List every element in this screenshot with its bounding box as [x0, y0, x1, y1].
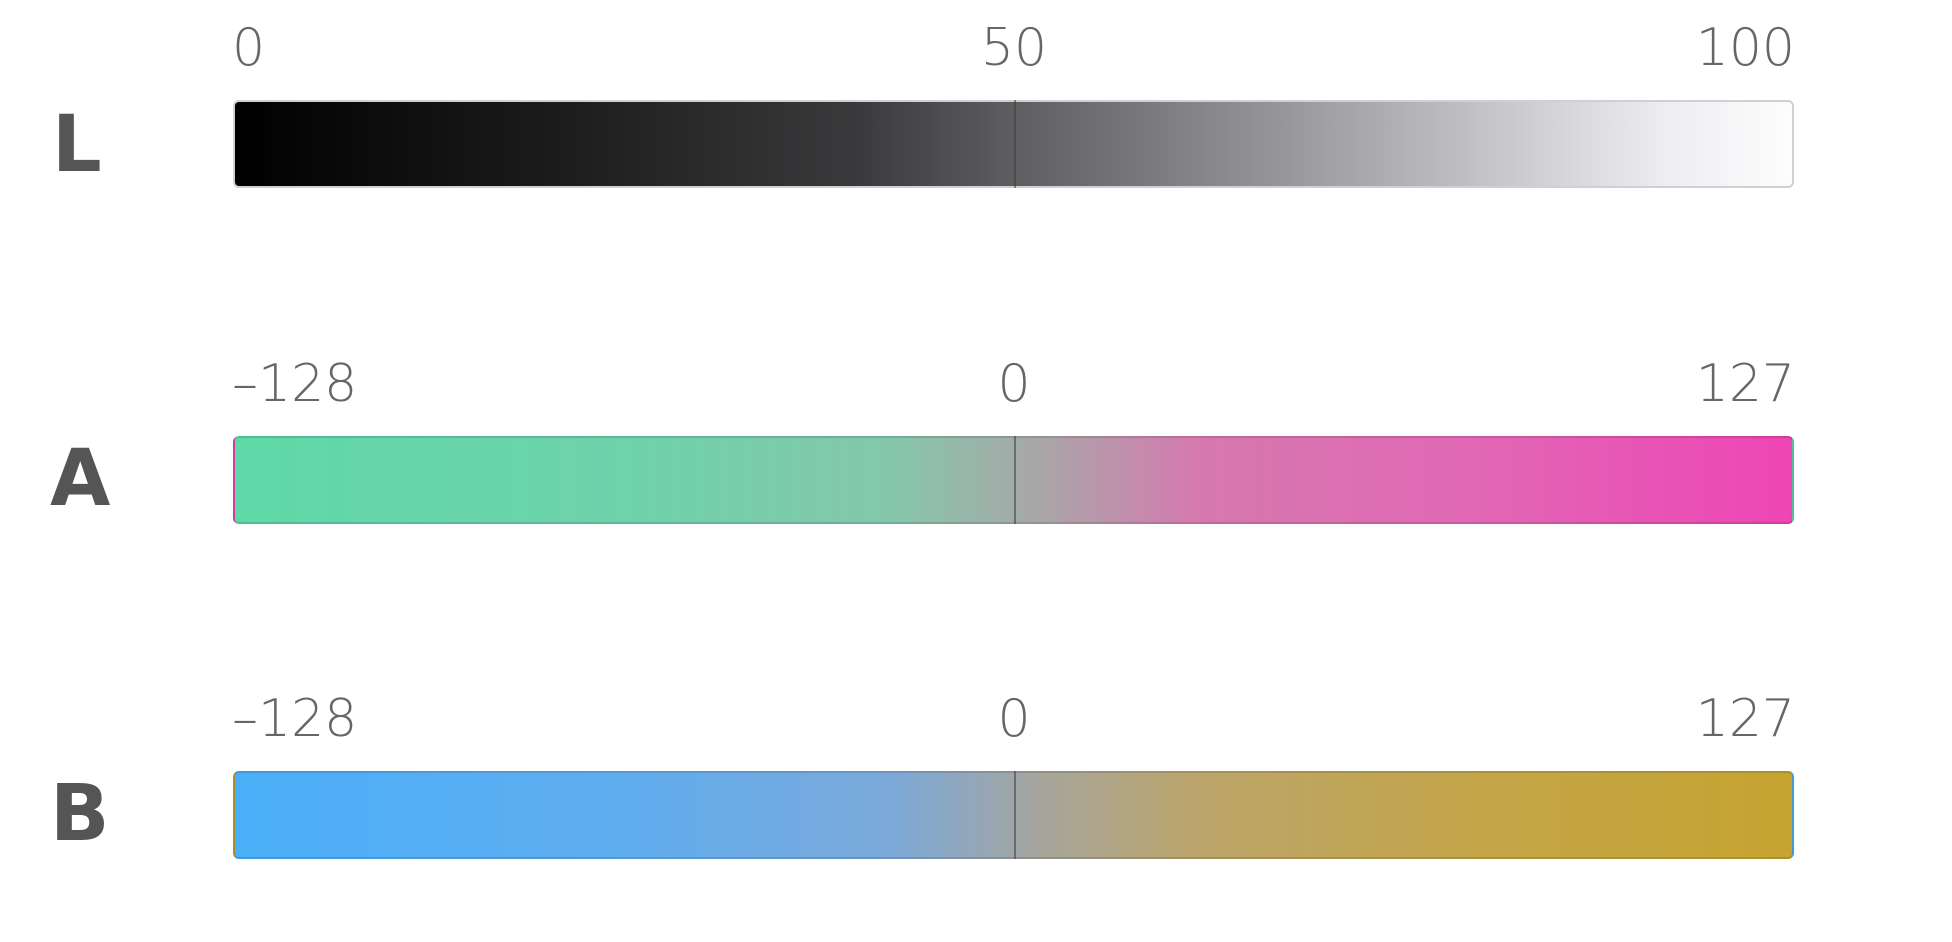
l-channel-letter: L: [52, 100, 102, 190]
l-gradient-bar: [233, 100, 1794, 188]
a-gradient-bar: [233, 436, 1794, 524]
l-channel: 0 50 100 L: [0, 22, 1952, 222]
a-channel-letter: A: [50, 434, 111, 524]
b-mid-label: 0: [997, 689, 1031, 749]
b-channel: –128 0 127 B: [0, 693, 1952, 893]
a-max-label: 127: [1695, 354, 1795, 414]
l-mid-label: 50: [980, 18, 1048, 78]
b-max-label: 127: [1695, 689, 1795, 749]
b-midpoint-line: [1014, 771, 1016, 859]
b-channel-letter: B: [50, 769, 110, 859]
a-channel: –128 0 127 A: [0, 358, 1952, 558]
l-midpoint-line: [1014, 100, 1016, 188]
a-midpoint-line: [1014, 436, 1016, 524]
l-max-label: 100: [1695, 18, 1795, 78]
l-min-label: 0: [232, 18, 266, 78]
b-min-label: –128: [232, 689, 358, 749]
a-mid-label: 0: [997, 354, 1031, 414]
b-gradient-bar: [233, 771, 1794, 859]
a-min-label: –128: [232, 354, 358, 414]
